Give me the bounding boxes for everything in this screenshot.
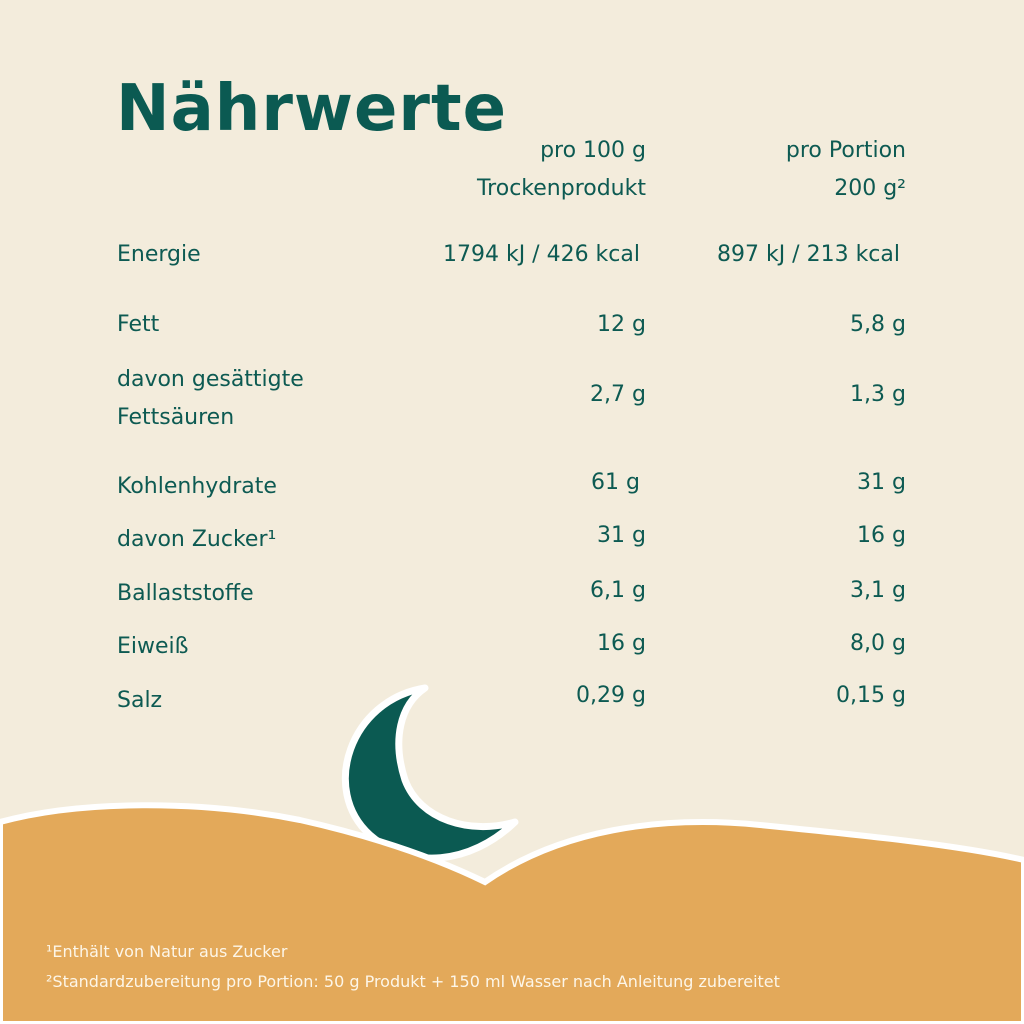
value-per-100g: 6,1 g	[590, 578, 646, 603]
value-per-portion: 0,15 g	[836, 683, 906, 708]
value-per-portion: 1,3 g	[850, 382, 906, 407]
value-per-100g: 31 g	[597, 523, 646, 548]
value-per-100g: 1794 kJ / 426 kcal	[442, 242, 640, 267]
footnote-1: ¹Enthält von Natur aus Zucker	[46, 942, 288, 961]
value-per-100g: 16 g	[597, 631, 646, 656]
value-per-portion: 16 g	[857, 523, 906, 548]
value-per-portion: 8,0 g	[850, 631, 906, 656]
header-line: pro Portion	[785, 138, 906, 163]
value-per-100g: 61 g	[591, 470, 640, 495]
value-per-100g: 2,7 g	[590, 382, 646, 407]
row-label: Salz	[117, 688, 163, 713]
row-label: Ballaststoffe	[117, 581, 254, 606]
value-per-portion: 3,1 g	[850, 578, 906, 603]
header-per-portion: pro Portion 200 g²	[786, 132, 906, 208]
row-label: Kohlenhydrate	[117, 474, 277, 499]
page-title: Nährwerte	[116, 72, 507, 146]
value-per-portion: 897 kJ / 213 kcal	[716, 242, 900, 267]
row-label: Fett	[117, 312, 160, 337]
moon-icon	[341, 684, 519, 862]
value-per-portion: 31 g	[857, 470, 906, 495]
row-label: davon Zucker¹	[117, 527, 277, 552]
row-label: Eiweiß	[117, 634, 189, 659]
header-line: Trockenprodukt	[476, 176, 646, 201]
value-per-100g: 12 g	[597, 312, 646, 337]
row-label: davon gesättigte	[117, 367, 304, 392]
header-line: pro 100 g	[540, 138, 646, 163]
value-per-100g: 0,29 g	[576, 683, 646, 708]
sand-hills	[0, 802, 1024, 1024]
footnote-2: ²Standardzubereitung pro Portion: 50 g P…	[46, 972, 780, 991]
row-label: Energie	[117, 242, 201, 267]
header-per-100g: pro 100 g Trockenprodukt	[477, 132, 646, 208]
row-label: Fettsäuren	[117, 405, 235, 430]
header-line: 200 g²	[834, 176, 906, 201]
value-per-portion: 5,8 g	[850, 312, 906, 337]
